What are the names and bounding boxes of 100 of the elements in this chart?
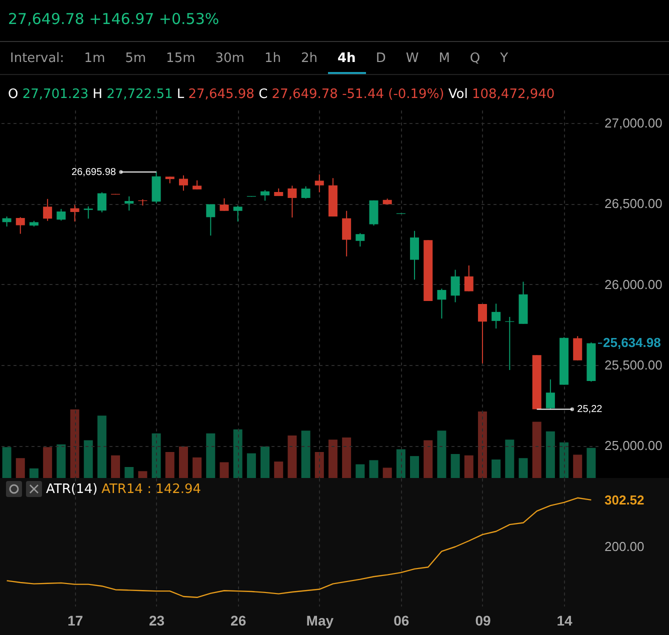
chart-title: ATR(14) bbox=[46, 482, 98, 496]
text: Interval: bbox=[9, 50, 66, 66]
bar bbox=[450, 454, 460, 478]
candlestick bbox=[342, 210, 352, 257]
annotation: ATR14 : 142.94 bbox=[102, 482, 202, 496]
bar bbox=[314, 452, 324, 478]
candlestick bbox=[450, 269, 460, 303]
text: O 27,701.23 H 27,722.51 L 27,645.98 C 27,649.78 -51.44 (-0.19%) Vol 108,472,940 bbox=[8, 87, 555, 102]
candlestick bbox=[301, 186, 310, 200]
candlestick bbox=[233, 205, 242, 222]
bar bbox=[56, 444, 66, 478]
x-tick-label: 17 bbox=[67, 612, 84, 628]
candlestick bbox=[56, 208, 66, 222]
candlestick bbox=[314, 174, 324, 193]
x-tick-label: May bbox=[306, 612, 334, 628]
candlestick bbox=[573, 336, 582, 361]
annotation: 26,695.98 bbox=[71, 166, 116, 178]
ref-line-label: 25,634.98 bbox=[603, 335, 661, 350]
text: Q bbox=[468, 50, 482, 66]
text: 2h bbox=[300, 50, 319, 66]
chart-title: 27,649.78 +146.97 +0.53% bbox=[8, 10, 220, 28]
candlestick bbox=[478, 304, 487, 364]
candlestick bbox=[437, 288, 446, 320]
candlestick bbox=[356, 232, 365, 248]
bar bbox=[464, 455, 474, 478]
bar bbox=[165, 452, 174, 478]
x-tick-label: 09 bbox=[475, 612, 491, 628]
bar bbox=[288, 435, 297, 478]
y-tick-label: 27,000.00 bbox=[604, 115, 662, 130]
bar bbox=[274, 462, 284, 478]
y-tick-label: 25,500.00 bbox=[604, 358, 662, 373]
bar bbox=[178, 446, 188, 478]
bar bbox=[206, 433, 216, 478]
bar bbox=[478, 411, 487, 478]
candlestick bbox=[410, 230, 420, 280]
x-tick-label: 26 bbox=[230, 612, 246, 628]
bar bbox=[84, 440, 93, 478]
bar bbox=[356, 464, 365, 478]
bar bbox=[342, 438, 352, 478]
candlestick bbox=[124, 196, 134, 212]
bar bbox=[233, 429, 242, 478]
bar bbox=[505, 440, 514, 478]
y-tick-label: 26,500.00 bbox=[604, 196, 662, 212]
bar bbox=[586, 448, 596, 478]
text: 30m bbox=[214, 50, 246, 66]
text: 1h bbox=[263, 50, 282, 66]
candlestick bbox=[206, 204, 216, 236]
y-tick-label: 302.52 bbox=[604, 492, 644, 508]
candlestick bbox=[2, 216, 12, 228]
candlestick bbox=[492, 303, 501, 330]
y-tick-label: 25,000.00 bbox=[604, 438, 662, 454]
candlestick bbox=[97, 192, 106, 213]
y-tick-label: 200.00 bbox=[604, 538, 644, 554]
bar bbox=[2, 447, 12, 478]
bar bbox=[138, 471, 148, 478]
text: 4h bbox=[328, 50, 366, 74]
candlestick bbox=[369, 200, 378, 226]
bar bbox=[518, 458, 528, 478]
bar bbox=[573, 454, 582, 478]
bar bbox=[124, 467, 134, 478]
annotation: 25,22 bbox=[577, 404, 603, 416]
bar bbox=[152, 433, 161, 478]
y-tick-label: 26,000.00 bbox=[604, 276, 662, 292]
text: Y bbox=[499, 50, 510, 66]
bar bbox=[301, 430, 310, 478]
candlestick bbox=[70, 204, 80, 222]
line-series bbox=[6, 497, 592, 598]
x-tick-label: 14 bbox=[556, 612, 573, 628]
bar bbox=[111, 455, 120, 478]
candlestick bbox=[546, 378, 555, 410]
bar bbox=[328, 440, 338, 478]
bar bbox=[424, 440, 433, 478]
bar bbox=[43, 447, 52, 478]
bar bbox=[532, 422, 542, 478]
bar bbox=[70, 409, 80, 478]
bar bbox=[29, 468, 38, 478]
candlestick bbox=[464, 264, 474, 292]
candlestick bbox=[260, 190, 270, 202]
candlestick bbox=[84, 206, 93, 220]
text: 1m bbox=[83, 50, 106, 66]
bar bbox=[492, 459, 501, 478]
bar bbox=[369, 460, 378, 478]
candlestick bbox=[220, 198, 229, 212]
candlestick bbox=[16, 216, 25, 234]
text: D bbox=[374, 50, 387, 66]
bar bbox=[260, 446, 270, 478]
bar bbox=[382, 468, 392, 478]
text: W bbox=[404, 50, 420, 66]
candlestick bbox=[288, 185, 297, 218]
bar bbox=[246, 453, 256, 478]
x-tick-label: 23 bbox=[149, 612, 165, 628]
candlestick bbox=[43, 198, 52, 222]
bar bbox=[192, 457, 202, 478]
bar bbox=[546, 431, 555, 478]
text: 5m bbox=[124, 50, 148, 66]
bar bbox=[97, 416, 106, 478]
bar bbox=[560, 442, 569, 478]
bar bbox=[396, 449, 406, 478]
text: 15m bbox=[165, 50, 196, 66]
bar bbox=[220, 462, 229, 478]
